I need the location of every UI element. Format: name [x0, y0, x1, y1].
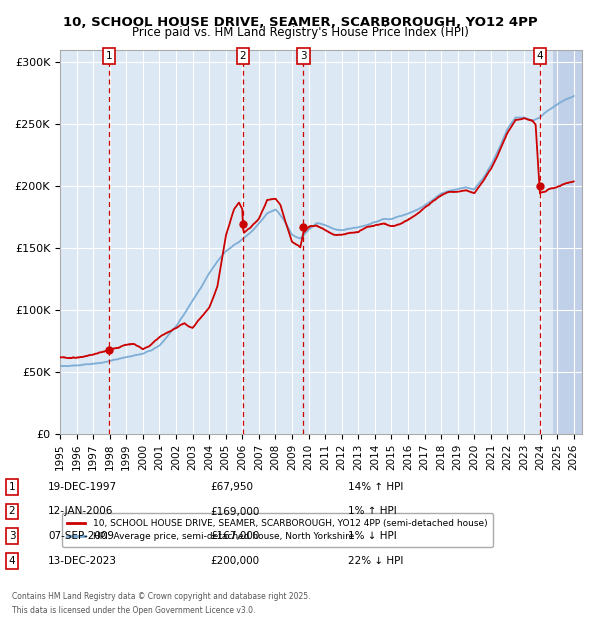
Text: 13-DEC-2023: 13-DEC-2023 [48, 556, 117, 566]
Text: 3: 3 [300, 51, 307, 61]
Text: 1: 1 [106, 51, 113, 61]
Text: 4: 4 [536, 51, 543, 61]
Text: £200,000: £200,000 [210, 556, 259, 566]
Text: 2: 2 [8, 507, 16, 516]
Text: 2: 2 [239, 51, 246, 61]
Text: 3: 3 [8, 531, 16, 541]
Text: This data is licensed under the Open Government Licence v3.0.: This data is licensed under the Open Gov… [12, 606, 256, 615]
Text: 1% ↓ HPI: 1% ↓ HPI [348, 531, 397, 541]
Text: 07-SEP-2009: 07-SEP-2009 [48, 531, 114, 541]
Text: Price paid vs. HM Land Registry's House Price Index (HPI): Price paid vs. HM Land Registry's House … [131, 26, 469, 39]
Text: 4: 4 [8, 556, 16, 566]
Text: 1: 1 [8, 482, 16, 492]
Text: 14% ↑ HPI: 14% ↑ HPI [348, 482, 403, 492]
Text: £167,000: £167,000 [210, 531, 259, 541]
Legend: 10, SCHOOL HOUSE DRIVE, SEAMER, SCARBOROUGH, YO12 4PP (semi-detached house), HPI: 10, SCHOOL HOUSE DRIVE, SEAMER, SCARBORO… [62, 513, 493, 547]
Text: Contains HM Land Registry data © Crown copyright and database right 2025.: Contains HM Land Registry data © Crown c… [12, 592, 311, 601]
Text: 10, SCHOOL HOUSE DRIVE, SEAMER, SCARBOROUGH, YO12 4PP: 10, SCHOOL HOUSE DRIVE, SEAMER, SCARBORO… [62, 16, 538, 29]
Text: 12-JAN-2006: 12-JAN-2006 [48, 507, 113, 516]
Text: £169,000: £169,000 [210, 507, 259, 516]
Bar [553, 50, 582, 434]
Text: £67,950: £67,950 [210, 482, 253, 492]
Text: 1% ↑ HPI: 1% ↑ HPI [348, 507, 397, 516]
Text: 22% ↓ HPI: 22% ↓ HPI [348, 556, 403, 566]
Text: 19-DEC-1997: 19-DEC-1997 [48, 482, 117, 492]
